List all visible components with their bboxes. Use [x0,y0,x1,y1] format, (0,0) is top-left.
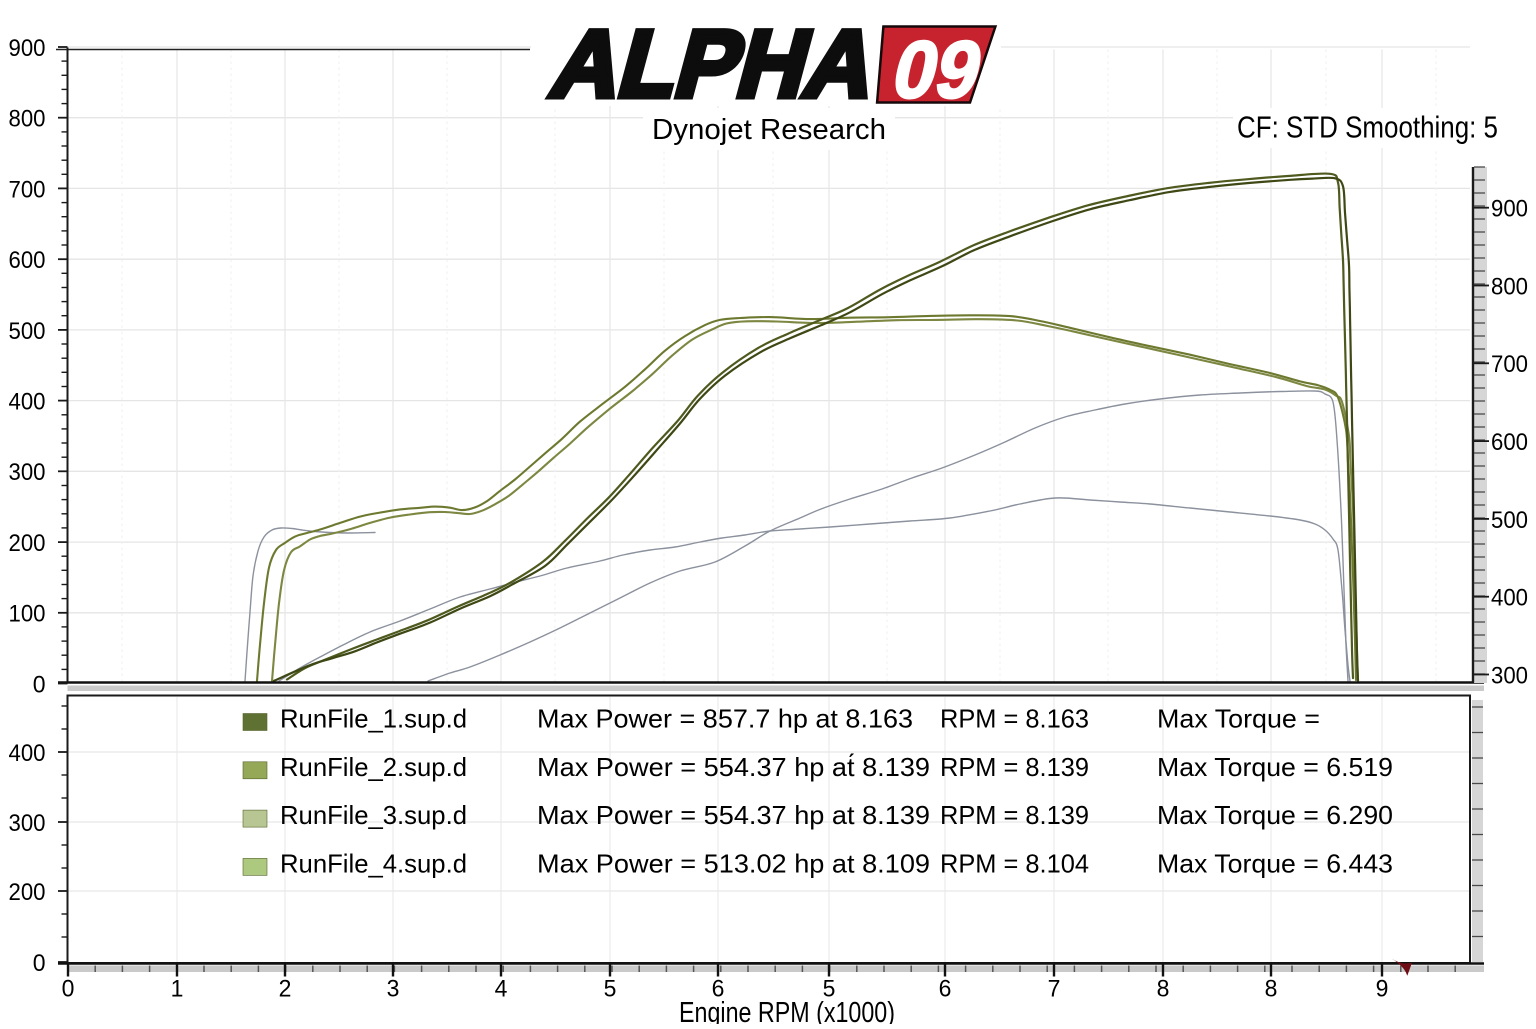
svg-text:9: 9 [1376,976,1389,1003]
svg-text:2: 2 [279,976,292,1003]
svg-text:Max Torque = 6.443: Max Torque = 6.443 [1157,848,1393,878]
svg-text:RunFile_4.sup.d: RunFile_4.sup.d [280,848,467,878]
svg-text:CF: STD Smoothing: 5: CF: STD Smoothing: 5 [1237,110,1498,145]
svg-text:6: 6 [712,976,725,1003]
svg-text:600: 600 [1491,429,1528,456]
svg-text:300: 300 [9,810,46,837]
svg-text:Engine RPM (x1000): Engine RPM (x1000) [679,997,895,1024]
svg-text:6: 6 [939,976,952,1003]
svg-text:700: 700 [9,176,46,203]
svg-text:0: 0 [33,950,46,977]
svg-text:Max Power = 857.7 hp at 8.163: Max Power = 857.7 hp at 8.163 [537,704,913,734]
svg-text:0: 0 [33,671,46,698]
svg-text:3: 3 [387,976,400,1003]
svg-text:7: 7 [1048,976,1061,1003]
svg-text:8: 8 [1265,976,1278,1003]
svg-text:4: 4 [495,976,508,1003]
svg-text:900: 900 [1491,196,1528,223]
svg-text:0: 0 [62,976,75,1003]
svg-text:Max Torque =: Max Torque = [1157,704,1320,734]
svg-text:200: 200 [9,879,46,906]
svg-text:500: 500 [1491,507,1528,534]
svg-text:ALPHA: ALPHA [541,11,889,117]
svg-text:400: 400 [1491,585,1528,612]
svg-text:Max Power = 513.02 hp at 8.109: Max Power = 513.02 hp at 8.109 [537,848,930,878]
svg-text:700: 700 [1491,351,1528,378]
svg-text:RunFile_1.sup.d: RunFile_1.sup.d [280,704,467,734]
svg-text:400: 400 [9,389,46,416]
svg-text:100: 100 [9,601,46,628]
svg-text:Dynojet Research: Dynojet Research [652,114,886,146]
svg-text:600: 600 [9,247,46,274]
svg-text:200: 200 [9,530,46,557]
svg-text:Max Torque = 6.290: Max Torque = 6.290 [1157,800,1393,830]
svg-text:RPM = 8.139: RPM = 8.139 [940,752,1089,782]
svg-text:300: 300 [1491,662,1528,689]
svg-text:300: 300 [9,459,46,486]
svg-text:09: 09 [885,25,991,115]
svg-text:5: 5 [604,976,617,1003]
svg-text:RPM = 8.139: RPM = 8.139 [940,800,1089,830]
svg-text:Max Power = 554.37 hp at́ 8.13: Max Power = 554.37 hp at́ 8.139 [537,752,930,782]
svg-text:500: 500 [9,318,46,345]
svg-text:5: 5 [823,976,836,1003]
svg-text:800: 800 [9,106,46,133]
svg-text:800: 800 [1491,273,1528,300]
svg-text:Max Power = 554.37 hp at 8.139: Max Power = 554.37 hp at 8.139 [537,800,930,830]
svg-text:400: 400 [9,740,46,767]
svg-text:RunFile_3.sup.d: RunFile_3.sup.d [280,800,467,830]
svg-text:RunFile_2.sup.d: RunFile_2.sup.d [280,752,467,782]
svg-text:1: 1 [171,976,184,1003]
svg-text:8: 8 [1157,976,1170,1003]
svg-text:RPM = 8.104: RPM = 8.104 [940,848,1089,878]
svg-text:900: 900 [9,35,46,62]
svg-text:RPM = 8.163: RPM = 8.163 [940,704,1089,734]
svg-text:Max Torque = 6.519: Max Torque = 6.519 [1157,752,1393,782]
